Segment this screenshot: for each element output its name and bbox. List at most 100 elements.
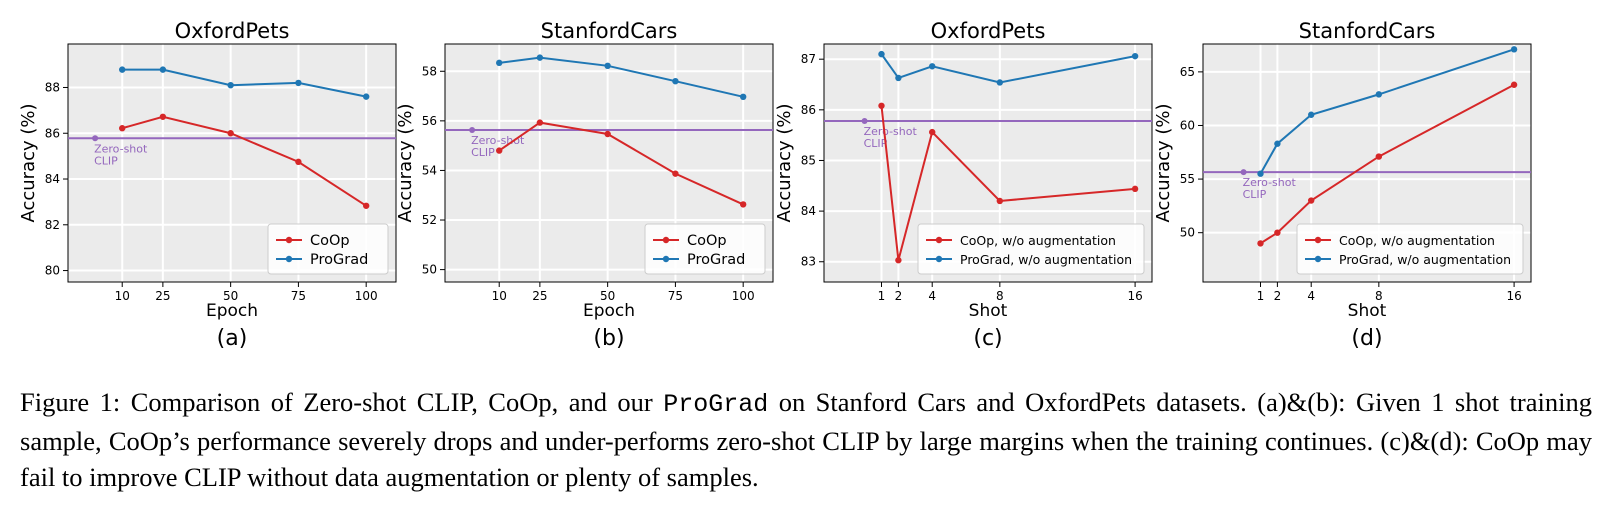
y-tick-label: 87 <box>801 52 816 66</box>
coop-data-point <box>1510 81 1518 88</box>
panel-label: (d) <box>1351 326 1382 351</box>
x-tick-label: 100 <box>355 289 378 303</box>
coop-data-point <box>895 257 902 264</box>
coop-data-point <box>929 128 936 136</box>
chart-panel-1: 10 25 50 75 100 80 82 84 86 88 OxfordPets Epoch Accu… <box>18 19 397 351</box>
y-tick-label: 86 <box>45 126 60 140</box>
coop-data-point <box>227 130 234 137</box>
zero-shot-label-line2: CLIP <box>94 154 118 167</box>
legend-box <box>917 223 1145 275</box>
y-tick-label: 58 <box>422 64 437 78</box>
legend-marker-prograd <box>1314 255 1322 263</box>
panel-label: (c) <box>973 326 1002 351</box>
caption-method-name: ProGrad <box>663 390 769 419</box>
zero-shot-label: Zero-shot CLIP <box>864 125 918 150</box>
legend: CoOp ProGrad <box>644 223 766 275</box>
chart-panel-2: 10 25 50 75 100 50 52 54 56 58 StanfordCars Epoch Ac… <box>395 19 774 351</box>
coop-data-point <box>672 170 679 177</box>
legend-marker-coop <box>285 236 293 244</box>
y-tick-label: 65 <box>1180 65 1195 79</box>
x-tick-label: 16 <box>1506 289 1521 303</box>
y-tick-label: 60 <box>1180 118 1195 132</box>
prograd-data-point <box>1274 140 1281 147</box>
y-tick-label: 86 <box>801 103 816 117</box>
zero-shot-label-line2: CLIP <box>1243 188 1267 201</box>
prograd-data-point <box>362 93 370 100</box>
y-axis-label: Accuracy (%) <box>18 103 39 222</box>
legend-marker-coop <box>935 236 943 244</box>
x-axis-label: Shot <box>969 301 1008 321</box>
chart-panel-4: 1 2 4 8 16 50 55 60 65 StanfordCars Shot Accuracy (… <box>1153 19 1532 351</box>
x-tick-label: 16 <box>1127 289 1142 303</box>
x-tick-label: 8 <box>1375 289 1383 303</box>
zero-shot-label-line2: CLIP <box>864 137 888 150</box>
coop-data-point <box>1131 185 1139 193</box>
prograd-data-point <box>295 79 302 87</box>
x-tick-label: 100 <box>732 289 755 303</box>
prograd-data-point <box>996 79 1004 86</box>
x-tick-label: 25 <box>532 289 547 303</box>
y-tick-label: 80 <box>45 264 60 278</box>
coop-data-point <box>739 201 747 208</box>
panel-label: (b) <box>593 326 624 351</box>
prograd-data-point <box>1510 46 1518 53</box>
zero-shot-label: Zero-shot CLIP <box>1243 176 1297 201</box>
legend-marker-prograd <box>935 255 943 263</box>
prograd-data-point <box>159 66 167 73</box>
legend-marker-prograd <box>662 255 670 263</box>
y-tick-label: 84 <box>801 204 816 218</box>
coop-data-point <box>536 119 544 126</box>
legend-entry-coop: CoOp, w/o augmentation <box>960 233 1116 248</box>
prograd-data-point <box>1257 170 1264 177</box>
x-tick-label: 75 <box>668 289 683 303</box>
legend-entry-prograd: ProGrad <box>687 252 745 268</box>
figure-caption: Figure 1: Comparison of Zero-shot CLIP, … <box>20 384 1592 495</box>
legend: CoOp, w/o augmentation ProGrad, w/o augme… <box>917 223 1145 275</box>
coop-data-point <box>496 147 503 154</box>
legend-entry-coop: CoOp <box>310 233 350 249</box>
legend-entry-coop: CoOp <box>687 233 727 249</box>
zero-shot-label-line1: Zero-shot <box>864 125 918 138</box>
y-tick-label: 56 <box>422 114 437 128</box>
x-tick-label: 1 <box>878 289 886 303</box>
legend-entry-coop: CoOp, w/o augmentation <box>1339 233 1495 248</box>
zero-shot-label-line2: CLIP <box>471 146 495 159</box>
plot-frame <box>823 43 1153 283</box>
plot-frame <box>444 43 774 283</box>
legend-box <box>1296 223 1524 275</box>
y-axis-label: Accuracy (%) <box>774 103 795 222</box>
x-tick-label: 10 <box>492 289 507 303</box>
chart-title: StanfordCars <box>541 19 678 43</box>
legend-box <box>267 223 389 275</box>
y-tick-label: 50 <box>422 263 437 277</box>
zero-shot-label-line1: Zero-shot <box>471 134 525 147</box>
coop-data-point <box>996 197 1004 205</box>
y-axis-label: Accuracy (%) <box>395 103 416 222</box>
legend-entry-prograd: ProGrad <box>310 252 368 268</box>
legend: CoOp, w/o augmentation ProGrad, w/o augme… <box>1296 223 1524 275</box>
legend-entry-prograd: ProGrad, w/o augmentation <box>1339 252 1511 267</box>
prograd-data-point <box>895 74 902 82</box>
prograd-data-point <box>1131 52 1139 60</box>
y-tick-label: 54 <box>422 163 437 177</box>
prograd-data-point <box>878 50 885 58</box>
prograd-data-point <box>929 63 936 70</box>
legend-marker-prograd <box>285 255 293 263</box>
coop-data-point <box>159 113 167 120</box>
coop-data-point <box>362 202 370 209</box>
chart-title: OxfordPets <box>931 19 1046 43</box>
x-tick-label: 1 <box>1257 289 1265 303</box>
prograd-data-point <box>739 93 747 101</box>
chart-panel-3: 1 2 4 8 16 83 84 85 86 87 OxfordPets Shot Accuracy (… <box>774 19 1153 351</box>
legend: CoOp ProGrad <box>267 223 389 275</box>
prograd-data-point <box>119 66 126 73</box>
x-tick-label: 75 <box>291 289 306 303</box>
x-tick-label: 8 <box>996 289 1004 303</box>
x-tick-label: 2 <box>1274 289 1282 303</box>
prograd-data-point <box>604 62 611 70</box>
x-tick-label: 2 <box>895 289 903 303</box>
x-tick-label: 10 <box>115 289 130 303</box>
x-axis-label: Epoch <box>583 301 635 321</box>
plot-frame <box>1202 43 1532 283</box>
y-tick-label: 55 <box>1180 172 1195 186</box>
